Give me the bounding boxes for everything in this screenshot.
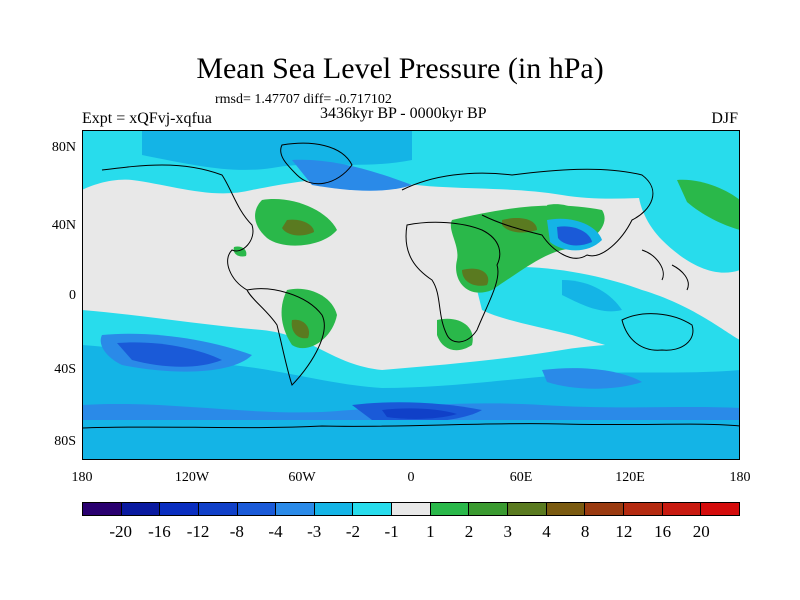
lon-label-60e: 60E [509,470,533,485]
map-frame [82,130,740,460]
coastlines [82,142,740,429]
southern-indian-low [542,368,642,389]
colorbar-cell [353,503,393,515]
tibet-low [557,226,592,246]
colorbar-label: 12 [615,522,633,541]
north-pacific-positive [677,179,740,230]
colorbar-cell [160,503,199,515]
map-title: Mean Sea Level Pressure (in hPa) [196,52,604,85]
colorbar-cell [701,503,739,515]
pressure-map [82,130,740,460]
colorbar-cell [392,503,431,515]
colorbar-label: -1 [384,522,399,541]
lon-label-0: 0 [407,470,415,485]
lat-label-eq: 0 [69,288,76,303]
colorbar-cell [83,503,122,515]
colorbar-label: -2 [345,522,361,541]
lon-label-120e: 120E [615,470,645,485]
lon-label-120w: 120W [174,470,210,485]
colorbar-cell [276,503,315,515]
colorbar-label: 16 [654,522,672,541]
colorbar-label: -8 [229,522,244,541]
southern-africa-positive [437,318,473,351]
map-svg [82,130,740,460]
eurasia-coast [401,168,654,259]
central-asia-positive [547,204,577,216]
colorbar-label: 3 [503,522,513,541]
lon-label-60w: 60W [288,470,316,485]
season-label: DJF [711,110,738,127]
colorbar-cell [623,503,663,515]
greenland-coast [280,142,353,185]
north-atlantic-core [282,219,314,236]
lat-label-80s: 80S [54,434,76,449]
lat-label-40n: 40N [51,218,76,233]
colorbar-cell [662,503,702,515]
period-label: 3436kyr BP - 0000kyr BP [320,105,487,122]
colorbar [82,502,740,516]
bay-of-bengal-anomaly [562,280,622,312]
mediterranean-core [502,218,537,233]
colorbar-cell [237,503,277,515]
africa-coast [405,221,501,343]
colorbar-cell [198,503,238,515]
north-america-coast [101,164,254,291]
colorbar-labels: -20 -16 -12 -8 -4 -3 -2 -1 1 2 3 4 8 12 16 20 [82,522,740,542]
colorbar-cell [469,503,509,515]
south-america-coast [246,288,325,386]
maritime-continent-coast [641,249,689,291]
stats-subtitle: rmsd= 1.47707 diff= -0.717102 [215,92,392,107]
colorbar-label: 8 [580,522,590,541]
antarctic-low-core [382,408,457,419]
colorbar-cell [121,503,161,515]
colorbar-label: -12 [186,522,210,541]
lon-label-180e: 180 [729,470,751,485]
south-america-core [291,319,310,339]
colorbar-label: -20 [109,522,133,541]
south-pacific-low-core [117,342,222,367]
colorbar-label: 2 [464,522,474,541]
colorbar-label: -3 [307,522,322,541]
colorbar-cell [546,503,586,515]
lat-label-40s: 40S [54,362,76,377]
lat-label-80n: 80N [51,140,76,155]
australia-coast [621,313,694,351]
colorbar-label: 1 [426,522,435,541]
west-africa-core [462,268,489,286]
colorbar-label: 4 [542,522,551,541]
colorbar-label: -16 [148,522,171,541]
colorbar-cell [585,503,624,515]
arctic-blue-anomaly [142,130,412,170]
antarctica-coast [82,423,740,429]
experiment-label: Expt = xQFvj-xqfua [82,110,212,127]
lon-label-180w: 180 [71,470,93,485]
colorbar-cell [314,503,354,515]
colorbar-label: -4 [268,522,283,541]
colorbar-cell [508,503,547,515]
colorbar-label: 20 [692,522,710,541]
antarctica-anomaly [82,420,740,460]
colorbar-cell [430,503,470,515]
